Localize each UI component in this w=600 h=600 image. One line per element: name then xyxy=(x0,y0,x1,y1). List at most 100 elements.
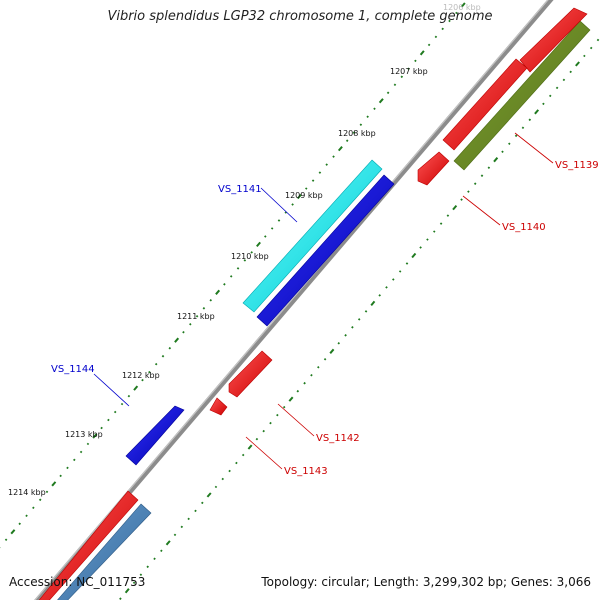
ruler-dot xyxy=(446,214,450,217)
ruler-dot xyxy=(337,342,341,345)
ruler-dot xyxy=(148,370,151,374)
callout-vs1141 xyxy=(260,187,298,223)
ruler-major-tick xyxy=(296,193,302,200)
ruler-dot xyxy=(434,35,438,39)
gene-feature-red-mid[interactable] xyxy=(442,58,528,151)
kbp-label-1209: 1209 kbp xyxy=(285,191,323,200)
ruler-dot xyxy=(305,187,308,190)
ruler-dot xyxy=(38,498,42,502)
ruler-dot xyxy=(214,485,218,489)
ruler-dot xyxy=(392,278,395,281)
gene-feature-steelblue[interactable] xyxy=(54,503,152,600)
ruler-dot xyxy=(209,299,213,302)
gene-feature-red-top[interactable] xyxy=(519,7,588,73)
ruler-dot xyxy=(270,227,274,230)
ruler-major-tick xyxy=(288,396,294,402)
ruler-dot xyxy=(514,134,518,138)
ruler-dot xyxy=(119,597,122,600)
ruler-dot xyxy=(332,155,335,158)
ruler-dot xyxy=(310,373,313,377)
ruler-major-tick xyxy=(329,348,335,354)
ruler-dot xyxy=(352,131,356,134)
ruler-major-tick xyxy=(534,109,540,115)
gene-feature-vs1141-partner[interactable] xyxy=(256,174,395,327)
ruler-dot xyxy=(508,142,511,146)
ruler-dot xyxy=(146,565,149,569)
ruler-dot xyxy=(345,139,349,142)
callout-vs1140 xyxy=(462,195,501,226)
ruler-dot xyxy=(100,426,103,430)
ruler-dot xyxy=(277,219,281,222)
ruler-dots-inner xyxy=(0,2,466,549)
ruler-dot xyxy=(359,123,363,126)
ruler-dot xyxy=(419,246,422,249)
ruler-dot xyxy=(73,458,76,462)
ruler-dot xyxy=(153,557,156,561)
kbp-label-1211: 1211 kbp xyxy=(177,312,215,321)
ruler-dot xyxy=(4,538,8,542)
ruler-dot xyxy=(323,357,327,361)
ruler-dot xyxy=(141,378,144,382)
ruler-major-tick xyxy=(92,433,98,439)
ruler-dot xyxy=(32,506,35,510)
gene-feature-vs1141[interactable] xyxy=(242,159,383,313)
gene-feature-red-bottom[interactable] xyxy=(36,490,139,600)
ruler-dot xyxy=(548,94,552,98)
ruler-dot xyxy=(269,421,272,425)
ruler-major-tick xyxy=(165,540,171,546)
gene-feature-vs1142[interactable] xyxy=(228,350,273,398)
ruler-dot xyxy=(243,259,247,262)
gene-feature-vs1140[interactable] xyxy=(417,151,450,186)
ruler-dot xyxy=(291,203,294,206)
ruler-dot xyxy=(221,477,225,481)
ruler-dot xyxy=(521,126,525,130)
ruler-major-tick xyxy=(133,385,139,391)
ruler-dot xyxy=(460,198,463,201)
ruler-dot xyxy=(344,334,347,337)
ruler-dot xyxy=(400,75,404,79)
gene-label-vs1139[interactable]: VS_1139 xyxy=(555,160,599,171)
callout-vs1143 xyxy=(245,436,283,470)
ruler-dot xyxy=(296,389,300,393)
ruler-dot xyxy=(386,91,390,95)
ruler-dot xyxy=(132,581,136,585)
genome-summary-text: Topology: circular; Length: 3,299,302 bp… xyxy=(261,575,591,589)
ruler-dot xyxy=(180,525,184,529)
ruler-dot xyxy=(235,461,238,465)
ruler-dot xyxy=(66,466,69,470)
ruler-dot xyxy=(364,310,368,313)
ruler-major-tick xyxy=(419,50,425,56)
gene-label-vs1144[interactable]: VS_1144 xyxy=(51,364,95,375)
ruler-dot xyxy=(351,326,354,329)
ruler-dot xyxy=(433,230,436,233)
gene-label-vs1143[interactable]: VS_1143 xyxy=(284,466,328,477)
ruler-dot xyxy=(393,83,397,87)
ruler-dot xyxy=(18,522,21,526)
gene-label-vs1140[interactable]: VS_1140 xyxy=(502,222,546,233)
ruler-dot xyxy=(154,362,158,366)
ruler-dot xyxy=(317,365,320,369)
ruler-dot xyxy=(236,267,240,270)
ruler-dot xyxy=(45,490,49,494)
ruler-dot xyxy=(542,102,545,106)
ruler-dot xyxy=(589,46,593,50)
kbp-label-1210: 1210 kbp xyxy=(231,252,269,261)
gene-feature-vs1143[interactable] xyxy=(209,397,228,416)
ruler-major-tick xyxy=(452,204,458,211)
ruler-dot xyxy=(562,78,566,82)
ruler-dot xyxy=(107,418,110,422)
ruler-dot xyxy=(426,238,429,241)
ruler-dot xyxy=(366,115,369,118)
ruler-dot xyxy=(25,514,28,518)
kbp-label-1206: 1206 kbp xyxy=(443,3,481,12)
ruler-major-tick xyxy=(493,157,499,163)
gene-feature-vs1144[interactable] xyxy=(125,405,185,466)
gene-feature-vs1139[interactable] xyxy=(453,20,591,171)
gene-label-vs1141[interactable]: VS_1141 xyxy=(218,184,262,195)
ruler-major-tick xyxy=(247,444,253,450)
ruler-dot xyxy=(276,413,279,417)
ruler-dot xyxy=(373,107,376,111)
ruler-dot xyxy=(187,517,190,521)
gene-label-vs1142[interactable]: VS_1142 xyxy=(316,433,360,444)
